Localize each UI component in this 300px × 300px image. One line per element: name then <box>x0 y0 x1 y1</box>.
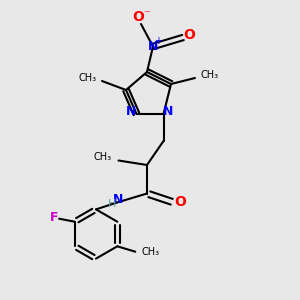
Text: +: + <box>154 35 162 46</box>
Text: N: N <box>148 40 158 53</box>
Text: O: O <box>133 11 145 24</box>
Text: H: H <box>107 199 116 209</box>
Text: CH₃: CH₃ <box>200 70 218 80</box>
Text: CH₃: CH₃ <box>79 73 97 83</box>
Text: CH₃: CH₃ <box>94 152 112 162</box>
Text: N: N <box>126 105 136 118</box>
Text: O: O <box>175 195 187 209</box>
Text: F: F <box>50 211 58 224</box>
Text: ⁻: ⁻ <box>143 8 150 22</box>
Text: O: O <box>183 28 195 42</box>
Text: CH₃: CH₃ <box>142 247 160 257</box>
Text: N: N <box>113 193 124 206</box>
Text: N: N <box>163 105 173 118</box>
